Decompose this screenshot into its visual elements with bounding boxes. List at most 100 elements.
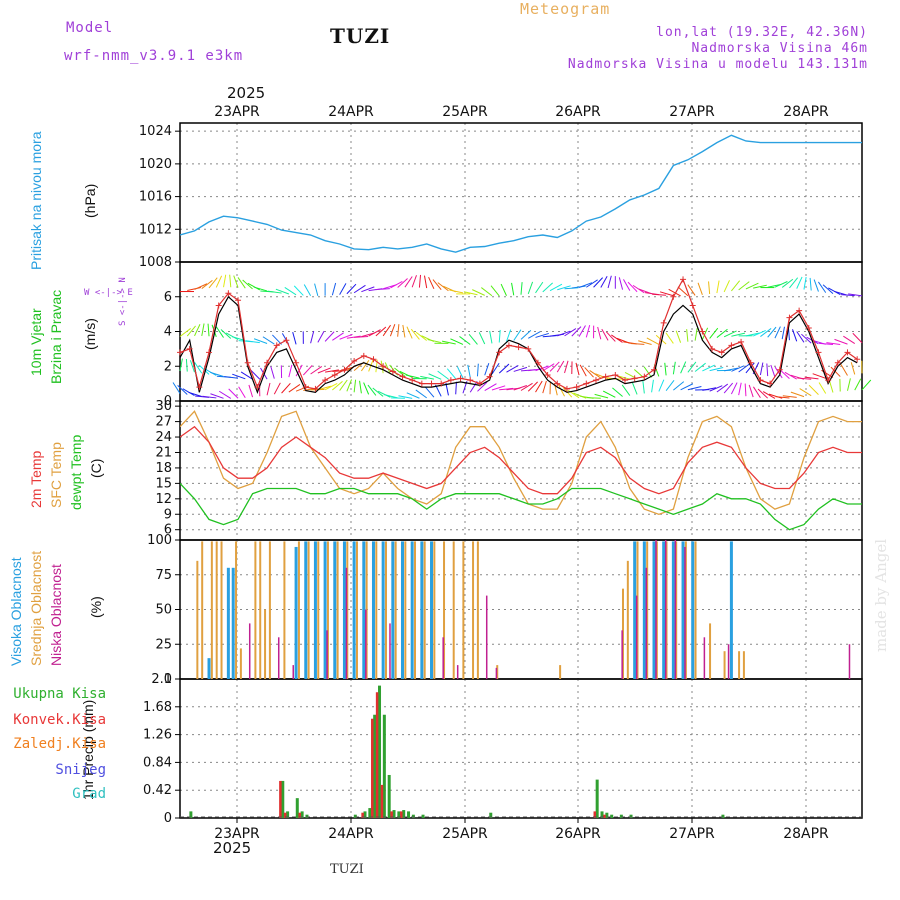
total-rain-bar: [595, 779, 599, 818]
mid-cloud-bar: [384, 541, 387, 679]
wind-arrow: [584, 367, 594, 378]
gust-marker: [834, 359, 841, 366]
mid-cloud-bar: [346, 541, 349, 679]
wind-arrow: [194, 283, 208, 290]
wind-arrow: [601, 328, 609, 341]
gust-marker: [322, 377, 329, 384]
wind-arrow: [281, 382, 291, 394]
wind-arrow: [843, 335, 856, 344]
y-tick-label: 1024: [139, 124, 172, 139]
total-rain-bar: [281, 780, 285, 818]
wind-arrow: [441, 340, 456, 345]
wind-arrow: [238, 386, 246, 399]
total-rain-bar: [619, 814, 623, 818]
gust-marker: [767, 380, 774, 387]
wind-arrow: [745, 362, 755, 374]
wind-arrow: [513, 385, 527, 391]
total-rain-bar: [411, 814, 415, 818]
wind-arrow: [189, 360, 195, 373]
y-tick-label: 25: [155, 637, 172, 652]
wind-arrow: [774, 366, 783, 379]
gust-marker: [660, 319, 667, 326]
wind-arrow: [686, 329, 689, 342]
legend-freezing-rain: Zaledj.Kisa: [13, 736, 106, 752]
wind-arrow: [288, 384, 301, 393]
wind-arrow: [655, 334, 667, 345]
gust-marker: [844, 349, 851, 356]
wind-arrow: [623, 279, 631, 291]
gust-marker: [573, 384, 580, 391]
wind-arrow: [437, 370, 449, 380]
wind-arrow: [779, 369, 790, 379]
wind-arrow: [375, 326, 387, 337]
wind-arrow: [202, 395, 217, 399]
wind-arrow: [317, 385, 332, 391]
y-tick-label: 0.42: [143, 783, 172, 798]
model-label: Model: [66, 20, 114, 36]
wind-arrow: [781, 326, 785, 340]
y-tick-label: 9: [164, 507, 172, 522]
gust-marker: [370, 356, 377, 363]
mid-cloud-bar: [336, 541, 339, 679]
y-tick-label: 0: [164, 394, 172, 409]
total-rain-bar: [382, 714, 386, 818]
low-cloud-bar: [635, 595, 638, 679]
wind-arrow: [359, 380, 362, 394]
wind-arrow: [631, 382, 638, 395]
total-rain-bar: [392, 810, 396, 818]
wind-arrow: [801, 333, 812, 344]
wind-arrow: [513, 329, 522, 341]
high-cloud-bar: [294, 546, 298, 679]
wind-arrow: [472, 289, 485, 296]
wind-arrow: [549, 283, 563, 292]
total-rain-bar: [489, 812, 493, 818]
wind-arrow: [687, 361, 697, 373]
high-cloud-bar: [420, 541, 424, 679]
low-cloud-bar: [664, 540, 667, 679]
wind-arrow: [225, 332, 239, 341]
y-tick-label: 2: [164, 359, 172, 374]
station-title: TUZI: [330, 24, 391, 48]
mid-cloud-bar: [215, 541, 218, 679]
mid-cloud-bar: [665, 541, 668, 679]
wind-arrow: [415, 389, 427, 399]
gust-marker: [206, 349, 213, 356]
wind-arrow: [775, 396, 790, 399]
wind-arrow: [659, 291, 674, 297]
wind-arrow: [803, 276, 807, 290]
mid-cloud-bar: [738, 651, 741, 679]
wind-arrow: [382, 324, 391, 337]
wind-arrow: [346, 283, 357, 295]
wind-arrow: [520, 382, 533, 391]
dewpoint-line: [180, 482, 862, 531]
wind-arrow: [220, 329, 232, 339]
mid-cloud-bar: [684, 541, 687, 679]
wind-arrow: [211, 324, 217, 337]
high-cloud-bar: [400, 541, 404, 679]
convective-rain-bar: [283, 812, 287, 818]
wind-arrow: [716, 280, 720, 294]
gust-marker: [476, 380, 483, 387]
wind-arrow: [781, 278, 794, 288]
gust-marker: [283, 337, 290, 344]
wind-arrow: [272, 334, 282, 345]
gust-marker: [786, 314, 793, 321]
gust-marker: [380, 363, 387, 370]
y-tick-label: 100: [147, 533, 172, 548]
mid-cloud-bar: [646, 541, 649, 679]
convective-rain-bar: [375, 692, 379, 818]
wind-arrow: [542, 363, 555, 372]
gust-marker: [505, 342, 512, 349]
high-cloud-bar: [323, 541, 327, 679]
wind-arrow: [665, 379, 675, 391]
wind-arrow: [826, 342, 841, 345]
y-tick-label: 1.68: [143, 700, 172, 715]
convective-rain-bar: [593, 811, 597, 818]
wind-arrow: [498, 363, 510, 374]
high-cloud-bar: [681, 541, 685, 679]
wind-arrow: [248, 384, 254, 398]
wind-arrow: [459, 336, 471, 345]
high-cloud-bar: [352, 541, 356, 679]
wind-arrow: [724, 367, 738, 372]
mid-cloud-bar: [317, 541, 320, 679]
